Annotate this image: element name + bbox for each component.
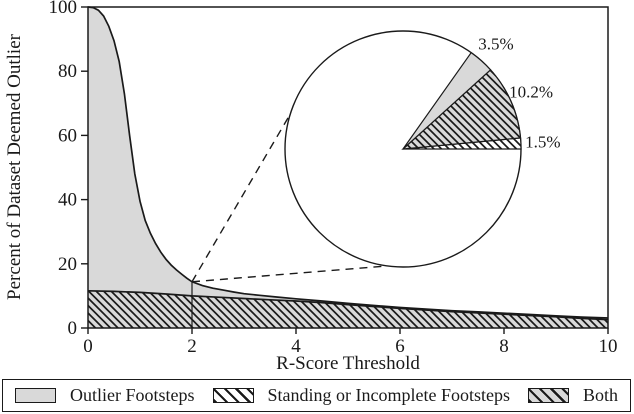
y-tick-label: 0 xyxy=(68,318,78,339)
axis-ticks xyxy=(81,6,609,334)
pie-slice-1 xyxy=(401,69,522,150)
series-curve-1 xyxy=(87,289,609,321)
zoom-callout-lines xyxy=(191,114,387,283)
legend-item-standing-incomplete: Standing or Incomplete Footsteps xyxy=(212,385,510,406)
pie-label-standing: 1.5% xyxy=(525,132,560,151)
y-axis-title: Percent of Dataset Deemed Outlier xyxy=(4,33,25,300)
legend-item-outlier-footsteps: Outlier Footsteps xyxy=(15,385,195,406)
y-tick-label: 20 xyxy=(58,254,77,275)
callout-line-1 xyxy=(191,265,387,283)
pie-slice-2 xyxy=(402,51,492,150)
x-tick-label: 2 xyxy=(187,336,197,357)
callout-line-0 xyxy=(191,114,291,283)
legend: Outlier Footsteps Standing or Incomplete… xyxy=(2,379,631,412)
x-tick-label: 8 xyxy=(499,336,509,357)
series-area-1 xyxy=(88,290,608,328)
legend-label-outlier-footsteps: Outlier Footsteps xyxy=(70,385,195,405)
legend-item-both: Both xyxy=(527,385,618,406)
y-tick-label: 80 xyxy=(58,61,77,82)
x-tick-label: 10 xyxy=(599,336,618,357)
x-tick-label: 0 xyxy=(83,336,93,357)
x-tick-label: 4 xyxy=(291,336,301,357)
x-tick-label: 6 xyxy=(395,336,405,357)
plot-border xyxy=(87,6,609,329)
legend-swatch-solid-gray xyxy=(15,388,56,403)
legend-swatch-gray-hatch xyxy=(527,388,569,403)
pie-label-both: 10.2% xyxy=(509,83,553,102)
legend-swatch-white-hatch xyxy=(212,388,254,403)
x-axis-title: R-Score Threshold xyxy=(276,353,420,374)
pie-label-outlier: 3.5% xyxy=(478,34,513,53)
y-tick-label: 40 xyxy=(58,190,77,211)
legend-label-standing-incomplete: Standing or Incomplete Footsteps xyxy=(267,385,510,405)
inset-pie xyxy=(284,30,522,268)
legend-label-both: Both xyxy=(582,385,618,405)
y-tick-label: 60 xyxy=(58,125,77,146)
y-tick-label: 100 xyxy=(49,0,78,18)
